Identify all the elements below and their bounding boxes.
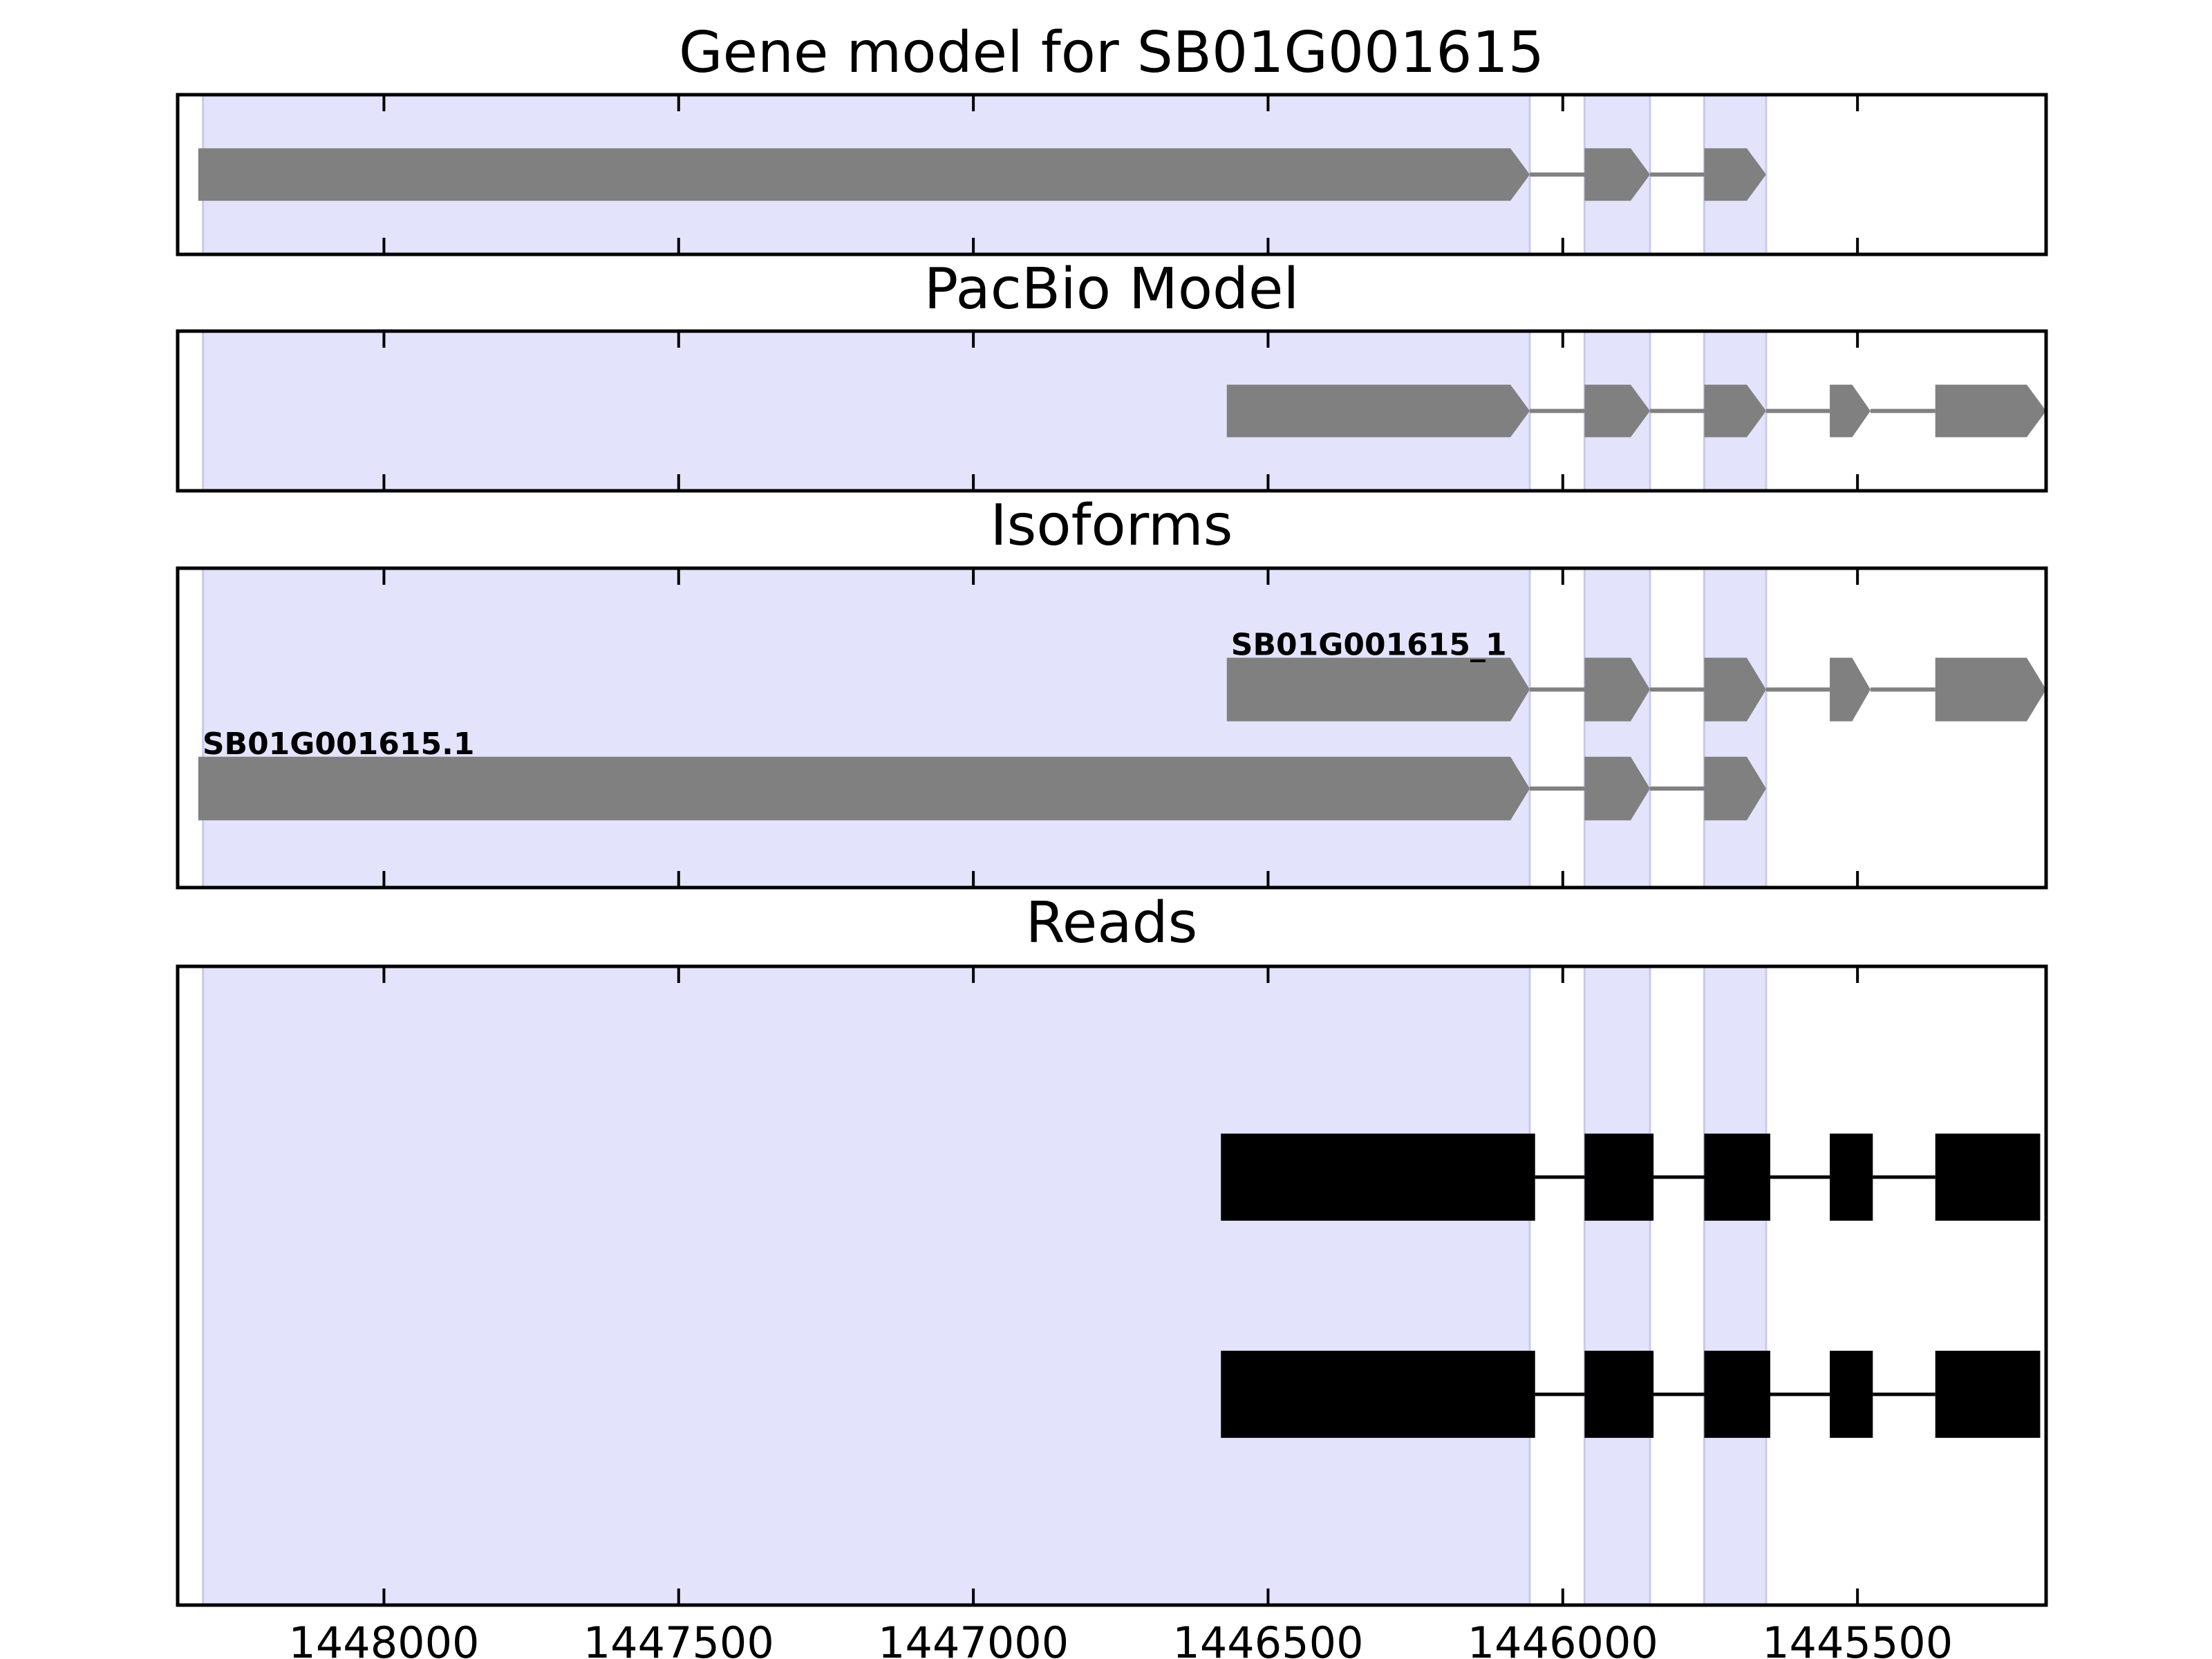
isoform-label: SB01G001615_1 <box>1231 628 1507 663</box>
exon-arrow <box>1704 384 1766 438</box>
read-exon-block <box>1221 1133 1535 1221</box>
panel-frame <box>176 566 2048 890</box>
exon-arrow <box>1584 756 1650 821</box>
panel-title-pacbio-model: PacBio Model <box>924 256 1300 322</box>
exon-shading-band <box>1703 567 1768 889</box>
panel-title-isoforms: Isoforms <box>991 493 1233 559</box>
panel-reads: Reads <box>176 890 2048 1607</box>
panel-title-gene-model: Gene model for SB01G001615 <box>679 20 1544 86</box>
exon-arrow <box>1704 148 1766 201</box>
exon-arrow <box>1830 657 1871 722</box>
isoform-label: SB01G001615.1 <box>203 727 475 762</box>
exon-arrow <box>1584 148 1650 201</box>
read-exon-block <box>1704 1133 1770 1221</box>
exon-arrow <box>1935 384 2046 438</box>
x-tick-label: 1445500 <box>1762 1618 1953 1659</box>
read-exon-block <box>1935 1133 2041 1221</box>
exon-arrow <box>1704 756 1766 821</box>
panel-isoforms: Isoforms SB01G001615_1 SB01G001615.1 <box>176 493 2048 890</box>
exon-arrow <box>198 756 1530 821</box>
read-exon-block <box>1830 1351 1873 1438</box>
exon-arrow <box>198 148 1530 201</box>
panel-frame <box>176 93 2048 256</box>
read-exon-block <box>1830 1133 1873 1221</box>
read-exon-block <box>1704 1351 1770 1438</box>
x-tick-label: 1447500 <box>583 1618 774 1659</box>
exon-shading-band <box>202 567 1531 889</box>
exon-shading-band <box>202 965 1531 1606</box>
panel-gene-model: Gene model for SB01G001615 <box>176 20 2048 256</box>
panel-title-reads: Reads <box>1026 890 1198 956</box>
read-exon-block <box>1584 1351 1654 1438</box>
panel-pacbio-model: PacBio Model <box>176 256 2048 493</box>
exon-arrow <box>1226 657 1530 722</box>
exon-arrow <box>1584 384 1650 438</box>
read-exon-block <box>1935 1351 2041 1438</box>
exon-shading-band <box>1703 965 1768 1606</box>
exon-arrow <box>1935 657 2046 722</box>
x-axis: 1448000 1447500 1447000 1446500 1446000 14455… <box>288 1618 1953 1659</box>
panel-frame <box>176 964 2048 1607</box>
exon-arrow <box>1830 384 1871 438</box>
x-tick-label: 1446000 <box>1468 1618 1658 1659</box>
exon-arrow <box>1584 657 1650 722</box>
exon-shading-band <box>1583 567 1651 889</box>
read-exon-block <box>1221 1351 1535 1438</box>
exon-shading-band <box>1583 965 1651 1606</box>
exon-arrow <box>1704 657 1766 722</box>
read-exon-block <box>1584 1133 1654 1221</box>
panel-frame <box>176 329 2048 493</box>
x-tick-label: 1448000 <box>288 1618 479 1659</box>
exon-arrow <box>1226 384 1530 438</box>
x-tick-label: 1447000 <box>878 1618 1069 1659</box>
x-tick-label: 1446500 <box>1172 1618 1363 1659</box>
